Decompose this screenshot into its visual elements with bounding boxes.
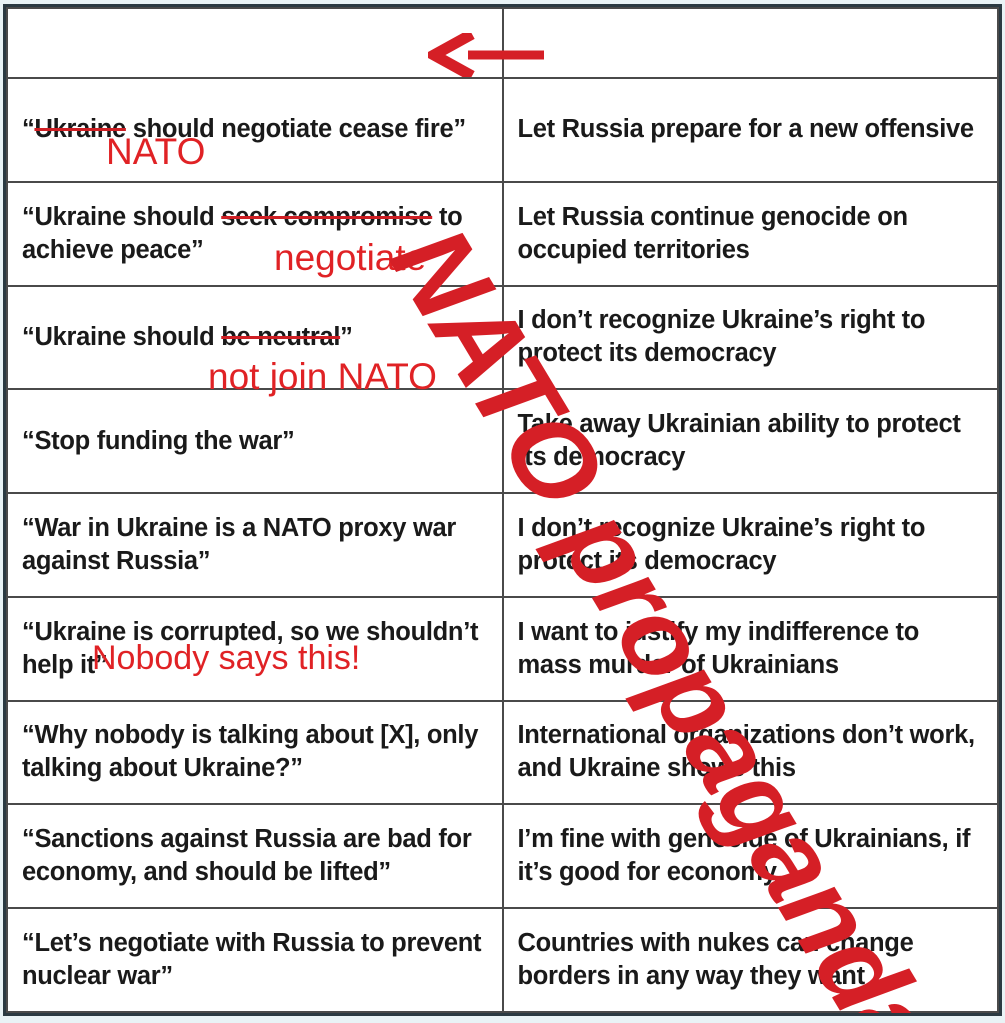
meaning-text-6: I want to justify my indifference to mas… — [517, 617, 920, 679]
meaning-text-3: I don’t recognize Ukraine’s right to pro… — [517, 306, 926, 368]
header-label-right: What they actually mean — [571, 25, 929, 60]
claim-text-3: “Ukraine should be neutral” — [22, 323, 353, 351]
cell-actual-meaning: I’m fine with genocide of Ukrainians, if… — [501, 803, 999, 910]
claim-text-9: “Let’s negotiate with Russia to prevent … — [22, 928, 482, 991]
cell-actual-meaning: I don’t recognize Ukraine’s right to pro… — [501, 492, 999, 598]
table-row: “Ukraine is corrupted, so we shouldn’t h… — [6, 595, 999, 702]
struck-word-1: Ukraine — [34, 115, 126, 144]
table-row: “Ukraine should seek compromise to achie… — [6, 180, 999, 287]
table-row: “Stop funding the war” Take away Ukraini… — [6, 388, 999, 495]
claim-text-7: “Why nobody is talking about [X], only t… — [22, 721, 479, 783]
header-cell-actually-mean: What they actually mean — [501, 7, 999, 79]
table-row: “Let’s negotiate with Russia to prevent … — [6, 907, 999, 1013]
cell-pacifist-claim: “Ukraine is corrupted, so we shouldn’t h… — [6, 595, 504, 702]
cell-pacifist-claim: “Stop funding the war” — [6, 388, 504, 495]
claim-text-8: “Sanctions against Russia are bad for ec… — [22, 825, 472, 887]
cell-actual-meaning: International organizations don’t work, … — [501, 699, 999, 806]
cell-actual-meaning: Countries with nukes can change borders … — [501, 907, 999, 1013]
claim-suffix-2: to achieve peace” — [22, 202, 463, 264]
claim-text-5: “War in Ukraine is a NATO proxy war agai… — [22, 513, 456, 575]
cell-pacifist-claim: “Sanctions against Russia are bad for ec… — [6, 803, 504, 910]
cell-actual-meaning: I want to justify my indifference to mas… — [501, 595, 999, 702]
table-row: “Ukraine should be neutral” I don’t reco… — [6, 284, 999, 391]
table-frame: What “pacifists” say What they actually … — [3, 4, 1002, 1016]
claim-prefix-1: “ — [22, 115, 35, 144]
claim-prefix-3: “Ukraine should — [22, 322, 222, 351]
header-row: What “pacifists” say What they actually … — [6, 7, 999, 79]
header-label-left: What “pacifists” say — [106, 25, 404, 60]
claim-text-4: “Stop funding the war” — [22, 426, 295, 455]
cell-pacifist-claim: “Let’s negotiate with Russia to prevent … — [6, 907, 504, 1013]
claim-text-1: “Ukraine should negotiate cease fire” — [22, 115, 466, 143]
claim-suffix-1: should negotiate cease fire” — [125, 115, 466, 144]
struck-word-2: seek compromise — [221, 202, 433, 231]
meaning-text-9: Countries with nukes can change borders … — [517, 928, 914, 991]
struck-word-3: be neutral — [221, 322, 341, 351]
cell-pacifist-claim: “Ukraine should seek compromise to achie… — [6, 180, 504, 287]
cell-pacifist-claim: “War in Ukraine is a NATO proxy war agai… — [6, 492, 504, 598]
comparison-table: What “pacifists” say What they actually … — [6, 7, 999, 1013]
cell-actual-meaning: Let Russia prepare for a new offensive — [501, 77, 999, 183]
cell-actual-meaning: Let Russia continue genocide on occupied… — [501, 180, 999, 287]
claim-prefix-2: “Ukraine should — [22, 202, 222, 231]
meaning-text-2: Let Russia continue genocide on occupied… — [517, 202, 909, 264]
cell-pacifist-claim: “Ukraine should negotiate cease fire” — [6, 77, 504, 183]
cell-pacifist-claim: “Why nobody is talking about [X], only t… — [6, 699, 504, 806]
cell-actual-meaning: I don’t recognize Ukraine’s right to pro… — [501, 284, 999, 391]
claim-text-2: “Ukraine should seek compromise to achie… — [22, 202, 463, 264]
meaning-text-4: Take away Ukrainian ability to protect i… — [517, 410, 961, 472]
cell-pacifist-claim: “Ukraine should be neutral” — [6, 284, 504, 391]
table-row: “Ukraine should negotiate cease fire” Le… — [6, 77, 999, 183]
table-wrapper: What “pacifists” say What they actually … — [6, 7, 999, 1013]
table-row: “War in Ukraine is a NATO proxy war agai… — [6, 492, 999, 598]
table-head: What “pacifists” say What they actually … — [6, 7, 999, 79]
meaning-text-1: Let Russia prepare for a new offensive — [517, 115, 975, 144]
meaning-text-5: I don’t recognize Ukraine’s right to pro… — [517, 513, 926, 575]
claim-suffix-3: ” — [340, 322, 353, 351]
header-cell-pacifists-say: What “pacifists” say — [6, 7, 504, 79]
cell-actual-meaning: Take away Ukrainian ability to protect i… — [501, 388, 999, 495]
meaning-text-8: I’m fine with genocide of Ukrainians, if… — [517, 825, 971, 887]
table-row: “Why nobody is talking about [X], only t… — [6, 699, 999, 806]
table-row: “Sanctions against Russia are bad for ec… — [6, 803, 999, 910]
table-body: “Ukraine should negotiate cease fire” Le… — [6, 77, 999, 1013]
meaning-text-7: International organizations don’t work, … — [517, 721, 976, 783]
claim-text-6: “Ukraine is corrupted, so we shouldn’t h… — [22, 617, 479, 679]
